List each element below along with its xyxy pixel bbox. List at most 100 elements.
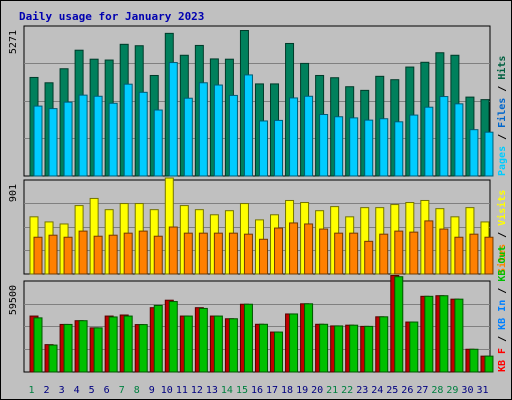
bar-kb-out-day-28: [439, 295, 449, 373]
x-tick-label: 27: [416, 385, 428, 396]
bar-pages-day-16: [258, 120, 268, 177]
bar-kb-out-day-11: [183, 315, 193, 373]
x-tick-label: 15: [236, 385, 248, 396]
legend-hits: Hits: [496, 56, 508, 80]
bar-kb-out-day-16: [258, 323, 268, 373]
bar-kb-out-day-17: [274, 331, 284, 373]
bar-pages-day-5: [93, 95, 103, 177]
bar-sites-day-14: [228, 232, 238, 275]
bar-kb-out-day-23: [364, 325, 374, 373]
bar-kb-out-day-5: [93, 327, 103, 373]
bar-kb-out-day-8: [138, 324, 148, 373]
panel-3: 59500 KB F / KB In / KB Out: [8, 246, 508, 373]
bar-pages-day-4: [78, 94, 88, 177]
x-tick-label: 19: [296, 385, 308, 396]
legend-files: Files: [496, 98, 508, 128]
bar-pages-day-30: [469, 129, 479, 177]
x-tick-label: 12: [191, 385, 203, 396]
x-tick-label: 14: [221, 385, 233, 396]
x-tick-label: 24: [371, 385, 383, 396]
bar-sites-day-22: [349, 232, 359, 275]
bar-kb-out-day-19: [304, 303, 314, 373]
bar-sites-day-29: [454, 236, 464, 275]
x-tick-label: 23: [356, 385, 368, 396]
bar-sites-day-7: [123, 232, 133, 275]
bar-sites-day-12: [198, 232, 208, 275]
bar-kb-out-day-27: [424, 295, 434, 373]
bar-pages-day-20: [319, 114, 329, 177]
x-tick-label: 28: [431, 385, 443, 396]
bar-kb-out-day-14: [228, 318, 238, 373]
x-tick-label: 10: [161, 385, 173, 396]
bar-kb-out-day-31: [484, 355, 494, 373]
legend-separator: /: [497, 80, 508, 98]
y-max-label: 901: [8, 184, 19, 202]
x-tick-label: 5: [89, 385, 95, 396]
bar-sites-day-2: [48, 234, 58, 275]
x-tick-label: 9: [149, 385, 155, 396]
bar-sites-day-20: [319, 228, 329, 275]
bar-pages-day-7: [123, 83, 133, 177]
bar-pages-day-8: [138, 91, 148, 177]
bar-kb-out-day-2: [48, 344, 58, 373]
x-tick-label: 30: [461, 385, 473, 396]
y-max-label: 5271: [8, 30, 19, 54]
bar-kb-out-day-15: [243, 303, 253, 373]
legend-separator: /: [497, 226, 508, 244]
x-tick-label: 17: [266, 385, 278, 396]
bar-pages-day-27: [424, 106, 434, 177]
bar-pages-day-26: [409, 114, 419, 177]
bar-sites-day-6: [108, 234, 118, 275]
legend-separator: /: [497, 330, 508, 348]
x-axis-labels: 1 2 3 4 5 6 7 8 9 10 11 12 13 14 15 16 17 18 19 20 21 22 23 24 2…: [29, 385, 489, 396]
legend-kb-f: KB F: [497, 348, 508, 372]
bar-sites-day-27: [424, 220, 434, 275]
x-tick-label: 25: [386, 385, 398, 396]
bar-kb-out-day-25: [394, 276, 404, 373]
bar-sites-day-4: [78, 230, 88, 275]
bar-pages-day-13: [213, 84, 223, 177]
bar-pages-day-1: [33, 105, 43, 177]
bar-sites-day-25: [394, 230, 404, 275]
legend-visits: Visits: [496, 190, 508, 226]
bar-kb-out-day-24: [379, 316, 389, 373]
bar-pages-day-6: [108, 102, 118, 177]
legend-pages: Pages: [497, 146, 508, 176]
legend-kb-in: KB In: [497, 300, 508, 330]
x-tick-label: 3: [59, 385, 65, 396]
bar-sites-day-28: [439, 228, 449, 275]
x-tick-label: 11: [176, 385, 188, 396]
panel-1: 5271 Pages / Files / Hits: [8, 25, 508, 177]
bar-sites-day-10: [168, 226, 178, 275]
bar-sites-day-26: [409, 231, 419, 275]
legend-sites: Sites: [496, 244, 508, 274]
bar-sites-day-11: [183, 232, 193, 275]
bar-kb-out-day-6: [108, 316, 118, 373]
bar-sites-day-3: [63, 236, 73, 275]
bar-sites-day-16: [258, 238, 268, 275]
bar-pages-day-15: [243, 74, 253, 177]
bar-sites-day-30: [469, 233, 479, 275]
bar-kb-out-day-3: [63, 323, 73, 373]
y-max-label: 59500: [8, 285, 19, 315]
bar-sites-day-31: [484, 236, 494, 275]
legend-separator: /: [497, 128, 508, 146]
bar-sites-day-23: [364, 240, 374, 275]
x-tick-label: 20: [311, 385, 323, 396]
bar-kb-out-day-22: [349, 324, 359, 373]
bar-sites-day-24: [379, 233, 389, 275]
bar-sites-day-21: [334, 232, 344, 275]
x-tick-label: 16: [251, 385, 263, 396]
bar-pages-day-12: [198, 82, 208, 177]
x-tick-label: 18: [281, 385, 293, 396]
bar-kb-out-day-7: [123, 315, 133, 373]
bar-sites-day-1: [33, 236, 43, 275]
x-tick-label: 4: [74, 385, 80, 396]
bar-pages-day-14: [228, 94, 238, 177]
x-tick-label: 13: [206, 385, 218, 396]
x-tick-label: 31: [476, 385, 488, 396]
bar-pages-day-17: [274, 119, 284, 177]
bar-sites-day-18: [289, 222, 299, 275]
